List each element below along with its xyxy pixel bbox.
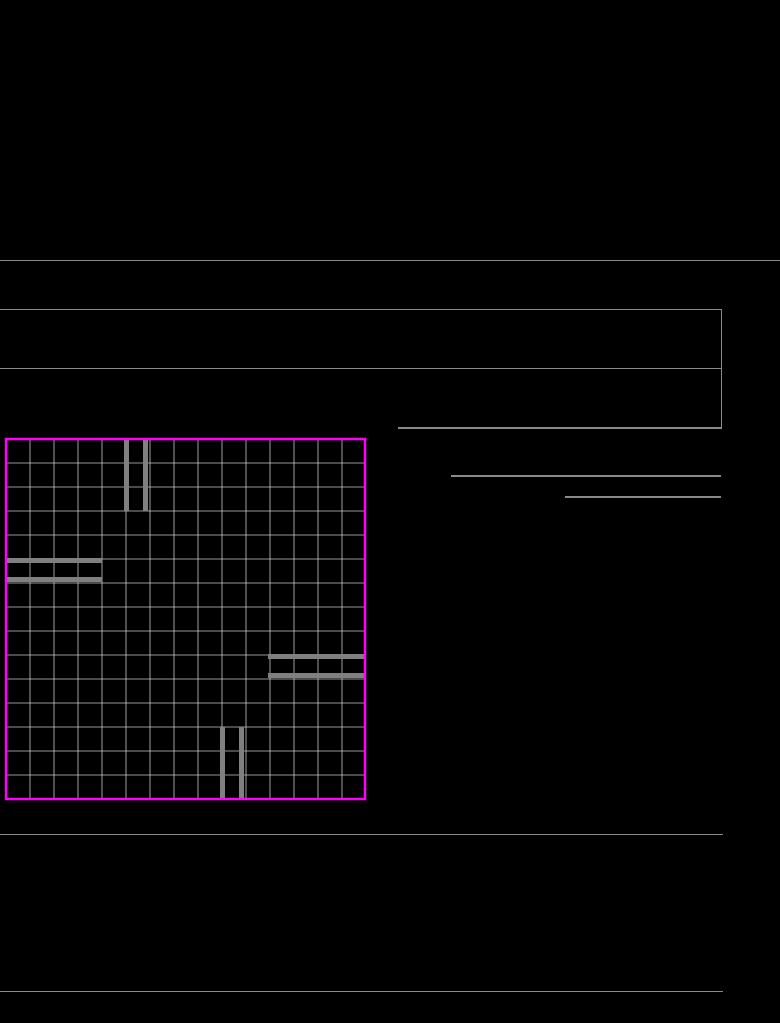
wall-bar (124, 439, 129, 511)
panel-right-edge (721, 309, 722, 428)
grid-map[interactable] (0, 430, 380, 810)
grid-border (4, 437, 367, 801)
panel-bottom-line (398, 427, 722, 429)
wall-bar (6, 558, 102, 563)
wall-bar (268, 654, 366, 659)
progress-line-1 (451, 475, 721, 477)
wall-bar (268, 673, 366, 678)
lower-divider-1 (0, 834, 723, 835)
lower-divider-2 (0, 991, 723, 992)
panel-middle-line (0, 368, 722, 369)
panel-top-line (0, 309, 722, 310)
wall-bar (143, 439, 148, 511)
top-divider (0, 260, 780, 261)
wall-bar (220, 727, 225, 799)
wall-bar (239, 727, 244, 799)
progress-line-2 (565, 496, 721, 498)
wall-bar (6, 577, 102, 582)
